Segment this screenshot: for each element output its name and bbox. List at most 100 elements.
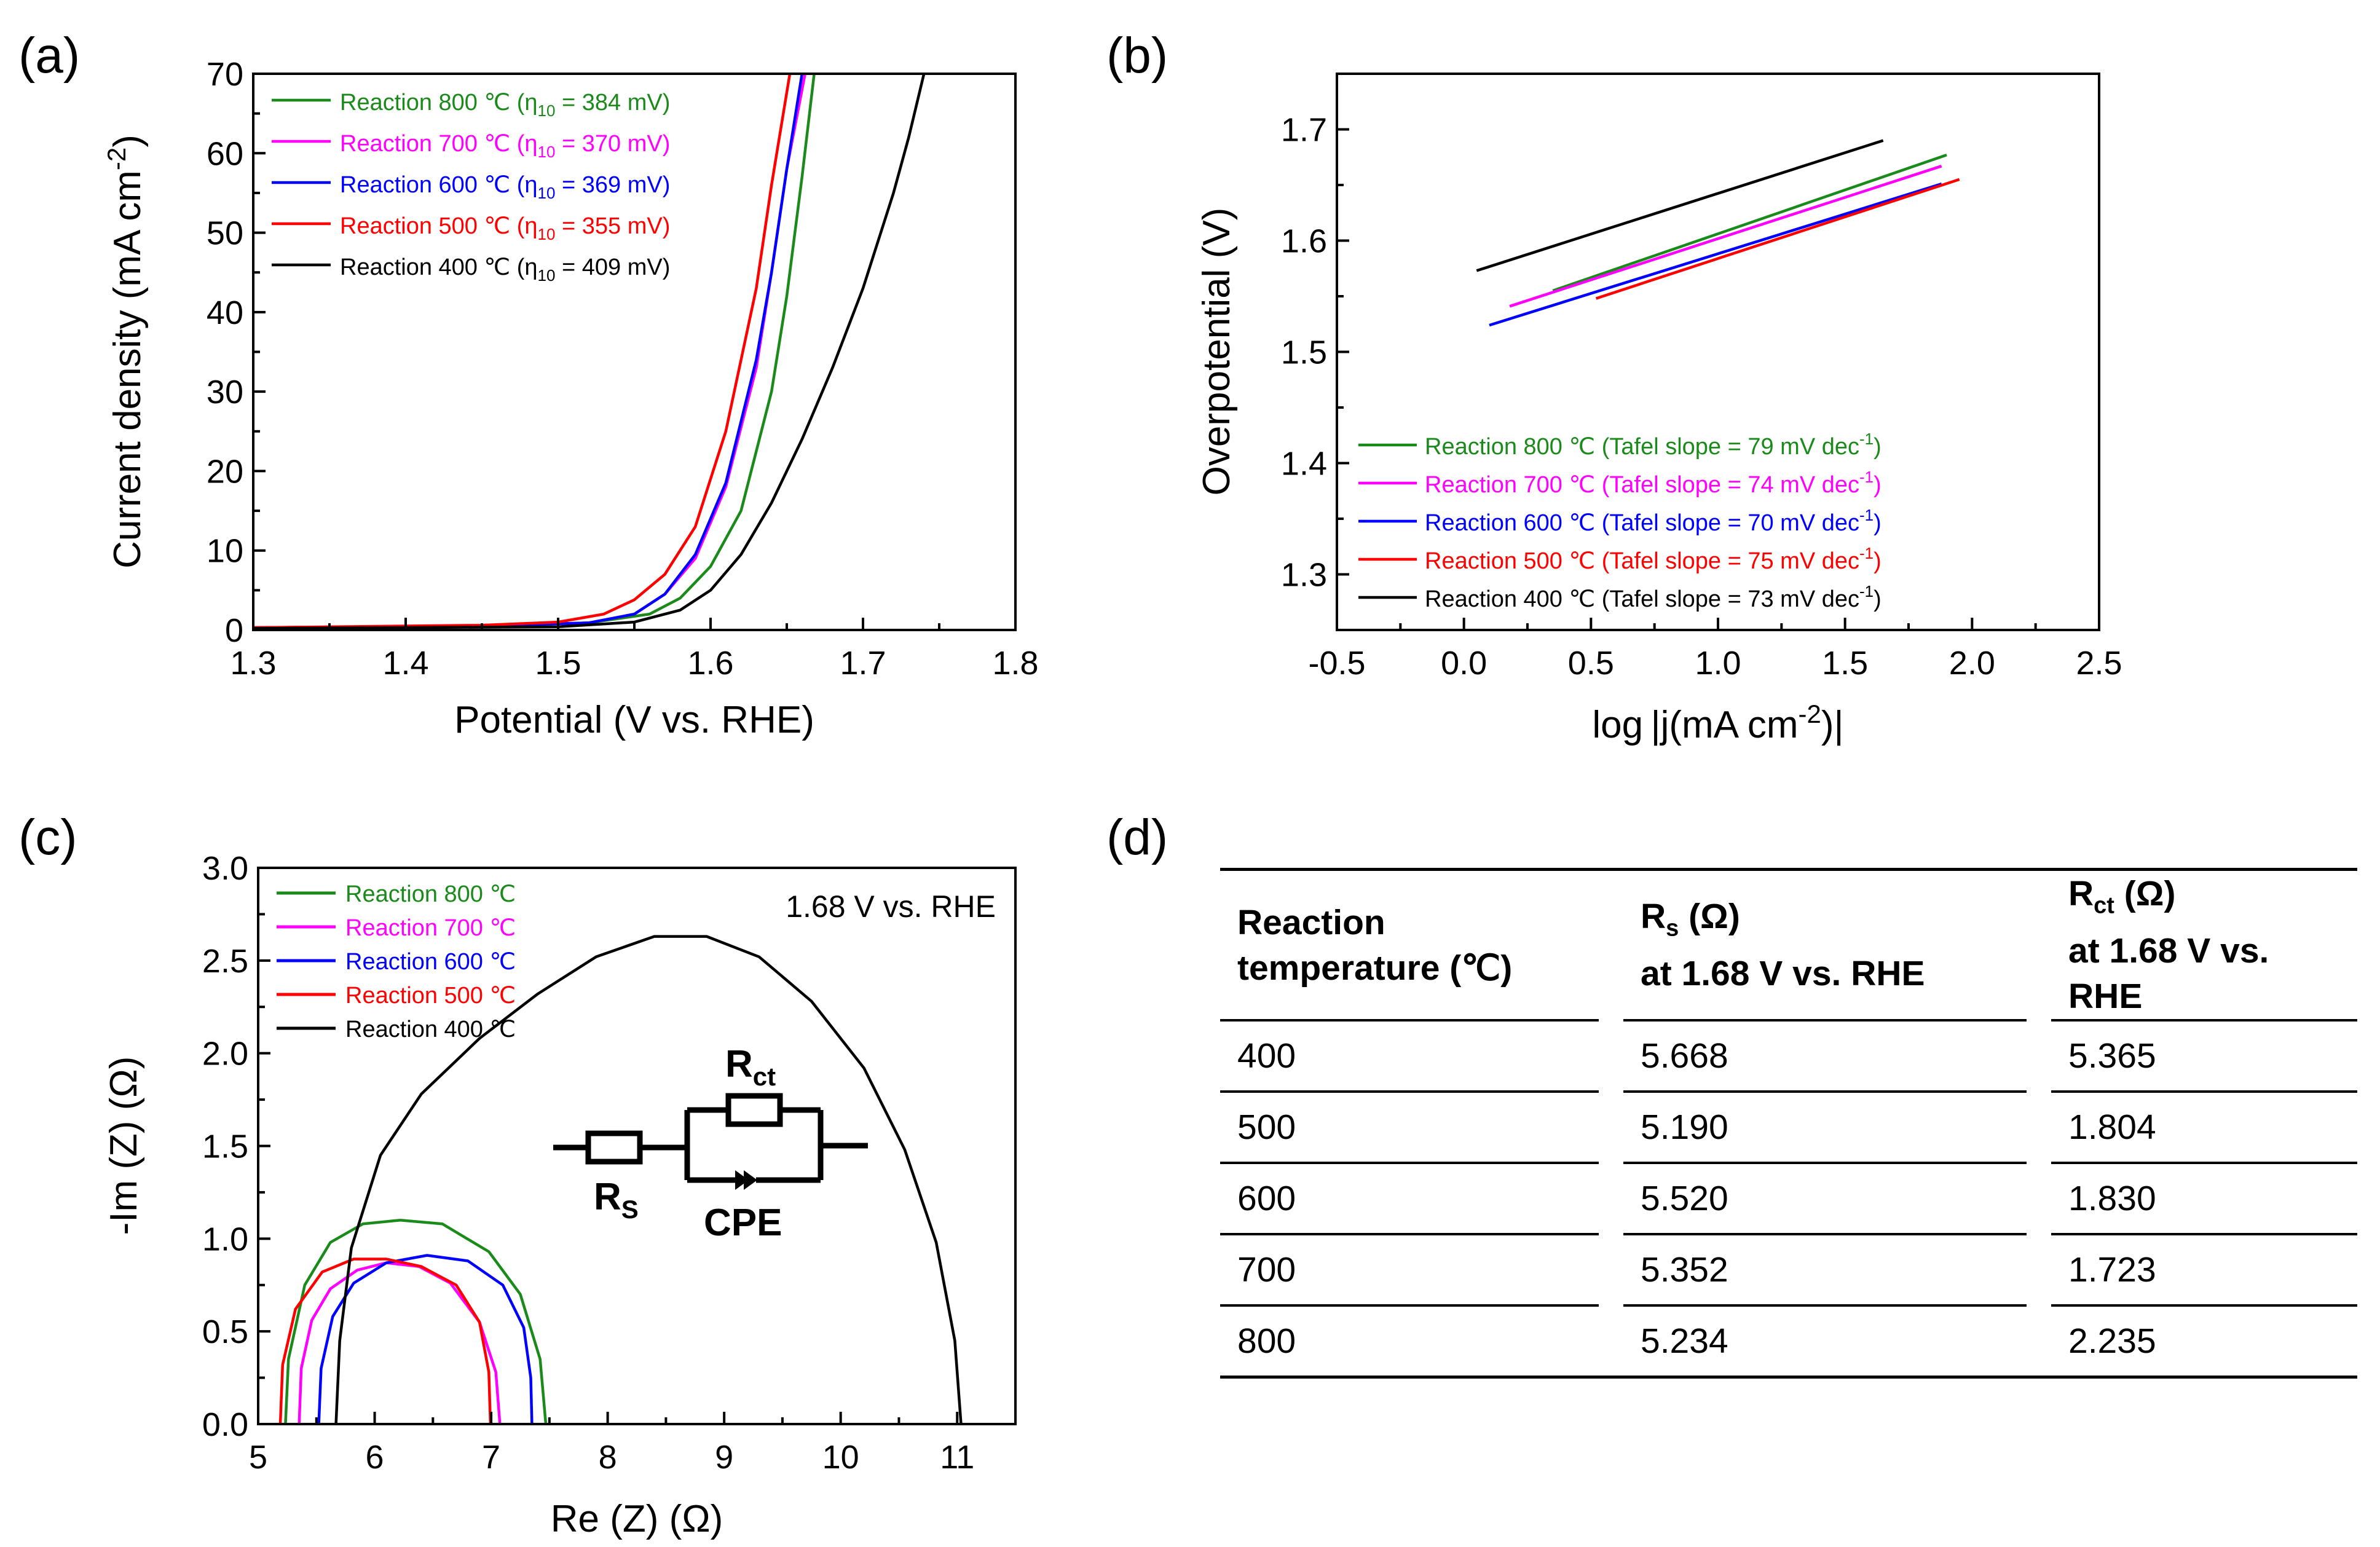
table-row: 400 5.668 5.365 (1220, 1021, 2357, 1093)
x-tick-label: -0.5 (1308, 645, 1365, 682)
legend-entry: Reaction 500 ℃ (345, 983, 516, 1009)
x-tick-label: 1.7 (840, 645, 886, 682)
panel-label-c: (c) (18, 809, 77, 865)
series-line-500 (1595, 178, 1960, 300)
legend-entry: Reaction 500 ℃ (Tafel slope = 75 mV dec-… (1425, 544, 1882, 574)
y-tick-label: 1.7 (1281, 112, 1327, 149)
series-line-800 (253, 73, 816, 629)
cpe-symbol-back (744, 1170, 757, 1190)
x-tick-label: 2.0 (1949, 645, 1995, 682)
legend-entry: Reaction 600 ℃ (Tafel slope = 70 mV dec-… (1425, 506, 1882, 536)
panel-a-legend: Reaction 800 ℃ (η10 = 384 mV) Reaction 70… (272, 90, 670, 285)
y-tick-label: 2.5 (202, 943, 248, 980)
panel-c-annotation: 1.68 V vs. RHE (786, 889, 996, 924)
circuit-rct-label: Rct (725, 1043, 776, 1091)
y-tick-label: 30 (207, 374, 243, 411)
circuit-cpe-label: CPE (704, 1202, 782, 1244)
y-tick-label: 3.0 (202, 850, 248, 887)
panel-b-legend: Reaction 800 ℃ (Tafel slope = 79 mV dec-… (1358, 430, 1882, 612)
series-line-800 (1552, 153, 1947, 293)
y-tick-label: 0 (225, 612, 243, 649)
y-tick-label: 1.6 (1281, 223, 1327, 260)
legend-entry: Reaction 700 ℃ (Tafel slope = 74 mV dec-… (1425, 468, 1882, 498)
legend-entry: Reaction 800 ℃ (Tafel slope = 79 mV dec-… (1425, 430, 1882, 460)
y-tick-label: 1.3 (1281, 557, 1327, 594)
table-row: 600 5.520 1.830 (1220, 1164, 2357, 1236)
panel-a-ticks: 1.3 1.4 1.5 1.6 1.7 1.8 0 10 20 30 40 50 60 70 (207, 56, 1039, 682)
panel-c-ticks: 5 6 7 8 9 10 11 0.0 0.5 1.0 1.5 2.0 2.5 3.0 (202, 850, 974, 1476)
series-line-500 (278, 1258, 492, 1425)
cell-rct: 1.723 (2051, 1235, 2357, 1307)
cell-rct: 2.235 (2051, 1307, 2357, 1379)
panel-c-xlabel: Re (Z) (Ω) (551, 1498, 723, 1540)
panel-a-ylabel: Current density (mA cm-2) (102, 135, 149, 569)
series-line-600 (1489, 183, 1942, 327)
y-tick-label: 60 (207, 135, 243, 172)
series-line-700 (298, 1261, 502, 1425)
x-tick-label: 1.4 (382, 645, 428, 682)
series-line-400 (253, 73, 926, 630)
y-tick-label: 1.5 (1281, 334, 1327, 371)
panel-a-frame (252, 73, 1017, 631)
legend-entry: Reaction 800 ℃ (345, 881, 516, 907)
legend-entry: Reaction 700 ℃ (η10 = 370 mV) (340, 131, 670, 161)
x-tick-label: 10 (822, 1439, 859, 1476)
table-row: 500 5.190 1.804 (1220, 1093, 2357, 1165)
y-tick-label: 0.5 (202, 1313, 248, 1350)
x-tick-label: 1.3 (230, 645, 276, 682)
y-tick-label: 1.0 (202, 1221, 248, 1258)
cell-rs: 5.352 (1623, 1235, 2027, 1307)
x-tick-label: 9 (715, 1439, 733, 1476)
cell-rct: 1.804 (2051, 1093, 2357, 1165)
cell-rct: 5.365 (2051, 1021, 2357, 1093)
cell-temp: 600 (1220, 1164, 1599, 1236)
panel-c-chart: 5 6 7 8 9 10 11 0.0 0.5 1.0 1.5 2.0 2.5 3.0 Reaction … (103, 850, 1017, 1540)
series-line-800 (284, 1218, 548, 1425)
x-tick-label: 1.5 (535, 645, 581, 682)
panel-a-chart: 1.3 1.4 1.5 1.6 1.7 1.8 0 10 20 30 40 50 60 70 Reacti… (102, 56, 1039, 741)
y-tick-label: 20 (207, 453, 243, 490)
panel-b-ylabel: Overpotential (V) (1196, 208, 1238, 496)
cell-rs: 5.190 (1623, 1093, 2027, 1165)
panel-b-frame (1336, 73, 2100, 631)
circuit-rs-label: RS (594, 1176, 639, 1224)
panel-a-series (253, 73, 926, 630)
cell-temp: 800 (1220, 1307, 1599, 1379)
panel-c-series (278, 935, 963, 1425)
y-tick-label: 2.0 (202, 1036, 248, 1073)
cell-rct: 1.830 (2051, 1164, 2357, 1236)
header-rct: Rct (Ω) at 1.68 V vs. RHE (2051, 868, 2357, 1022)
legend-entry: Reaction 400 ℃ (η10 = 409 mV) (340, 254, 670, 285)
y-tick-label: 50 (207, 215, 243, 252)
y-tick-label: 10 (207, 533, 243, 570)
panel-label-d: (d) (1106, 809, 1168, 865)
panel-b-ticks: -0.5 0.0 0.5 1.0 1.5 2.0 2.5 1.3 1.4 1.5 1.6 1.7 (1281, 112, 2122, 682)
y-tick-label: 0.0 (202, 1406, 248, 1443)
results-table-wrap: Reaction temperature (℃) Rs (Ω) at 1.68 V … (1220, 868, 2357, 1379)
cell-temp: 700 (1220, 1235, 1599, 1307)
panel-b-series (1476, 139, 1960, 327)
x-tick-label: 0.5 (1568, 645, 1614, 682)
cpe-symbol (735, 1170, 749, 1190)
x-tick-label: 2.5 (2076, 645, 2122, 682)
cell-temp: 500 (1220, 1093, 1599, 1165)
series-line-600 (317, 1254, 534, 1425)
x-tick-label: 5 (249, 1439, 267, 1476)
panel-label-b: (b) (1106, 28, 1168, 84)
cell-rs: 5.668 (1623, 1021, 2027, 1093)
cell-temp: 400 (1220, 1021, 1599, 1093)
y-tick-label: 70 (207, 56, 243, 93)
series-line-400 (1476, 139, 1884, 272)
legend-entry: Reaction 400 ℃ (Tafel slope = 73 mV dec-… (1425, 582, 1882, 612)
x-tick-label: 8 (599, 1439, 617, 1476)
x-tick-label: 11 (940, 1439, 974, 1476)
series-line-700 (1509, 165, 1942, 308)
legend-entry: Reaction 600 ℃ (345, 949, 516, 975)
panel-c-ylabel: -Im (Z) (Ω) (103, 1057, 145, 1235)
legend-entry: Reaction 800 ℃ (η10 = 384 mV) (340, 90, 670, 120)
series-line-500 (253, 73, 792, 629)
x-tick-label: 7 (482, 1439, 500, 1476)
x-tick-label: 1.8 (992, 645, 1038, 682)
x-tick-label: 1.5 (1822, 645, 1868, 682)
